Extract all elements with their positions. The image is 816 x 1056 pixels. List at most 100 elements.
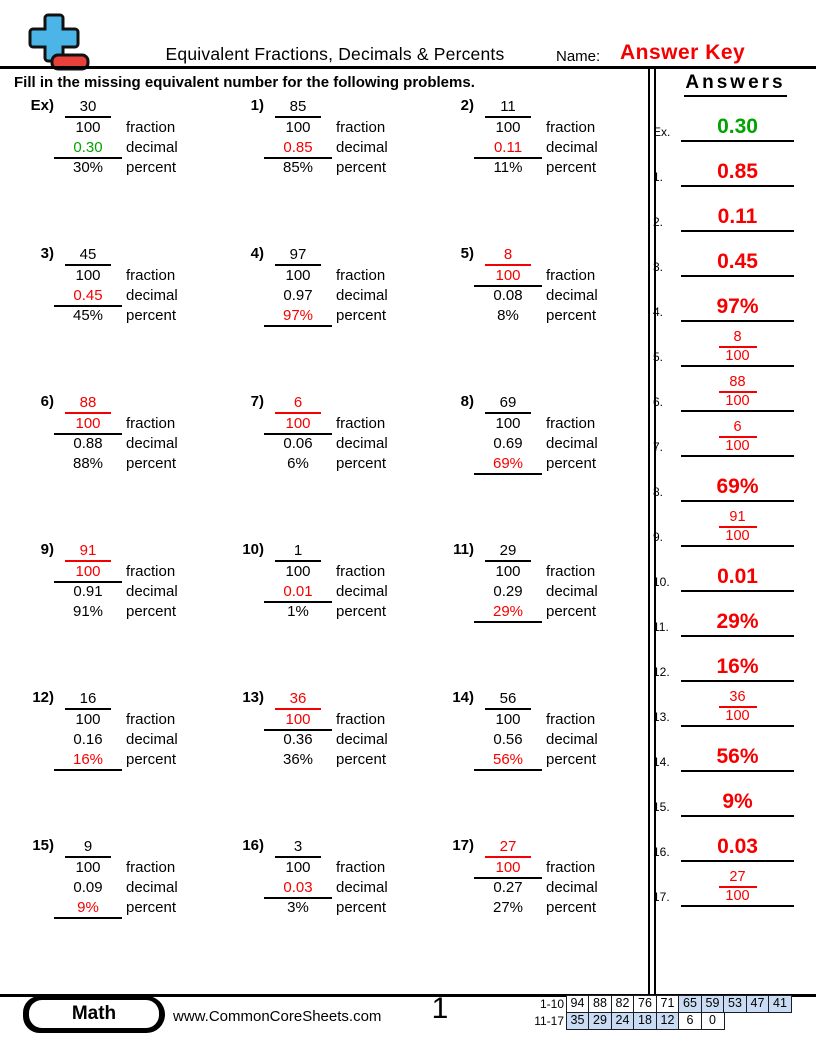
problem-row-labels: fraction decimal percent [546, 118, 598, 178]
percent-value: 30% [72, 159, 104, 176]
problem-values: 3 100 0.03 3% [264, 837, 332, 918]
fraction-denominator: 100 [474, 858, 542, 879]
percent-label: percent [546, 159, 597, 176]
decimal-value: 0.85 [264, 138, 332, 159]
decimal-label: decimal [546, 435, 598, 452]
decimal-label: decimal [126, 139, 178, 156]
fraction-bar [485, 856, 531, 858]
fraction-label: fraction [336, 119, 386, 136]
problem-number: 5) [460, 245, 474, 262]
percent-value: 85% [282, 159, 314, 176]
decimal-value: 0.30 [54, 138, 122, 159]
percent-label: percent [336, 899, 387, 916]
minus-icon [50, 53, 90, 71]
score-cell: 35 [565, 1011, 590, 1030]
answer-slot: 5. 8 100 [653, 323, 794, 367]
answer-fraction-numerator: 8 [733, 329, 742, 345]
footer-divider [0, 994, 816, 997]
decimal-label: decimal [336, 731, 388, 748]
answer-slot: 3. 0.45 [653, 233, 794, 277]
answer-fraction-bar [718, 436, 757, 438]
fraction-numerator: 9 [83, 838, 93, 855]
answer-value: 0.45 [717, 250, 758, 273]
answer-value: 0.30 [717, 115, 758, 138]
fraction-bar [65, 708, 111, 710]
answer-number: 15. [653, 800, 670, 814]
problem: 13) 36 100 0.36 36% fraction decimal percent [222, 689, 427, 777]
fraction-label: fraction [126, 859, 176, 876]
problem-number: 7) [250, 393, 264, 410]
answer-slot: 1. 0.85 [653, 143, 794, 187]
answer-value: 97% [716, 295, 759, 318]
decimal-label: decimal [336, 287, 388, 304]
percent-label: percent [126, 159, 177, 176]
problem-row-labels: fraction decimal percent [336, 710, 388, 770]
problem-row-labels: fraction decimal percent [126, 710, 178, 770]
problem-number: 3) [40, 245, 54, 262]
answer-value: 69% [716, 475, 759, 498]
fraction-label: fraction [336, 711, 386, 728]
answer-slot: 8. 69% [653, 458, 794, 502]
answer-fraction-numerator: 91 [729, 509, 746, 525]
answer-slot: 2. 0.11 [653, 188, 794, 232]
decimal-value: 0.69 [493, 435, 523, 452]
percent-label: percent [336, 307, 387, 324]
fraction-label: fraction [546, 415, 596, 432]
score-row-label: 11-17 [534, 1013, 564, 1028]
answers-panel-header: Answers [658, 72, 813, 97]
fraction-label: fraction [126, 563, 176, 580]
decimal-value: 0.01 [264, 582, 332, 603]
problem: 2) 11 100 0.11 11% fraction decimal percent [432, 97, 637, 185]
score-cell: 18 [633, 1011, 657, 1030]
problem-row-labels: fraction decimal percent [336, 118, 388, 178]
decimal-label: decimal [546, 139, 598, 156]
commoncoresheets-logo-icon [20, 12, 92, 77]
problem: 1) 85 100 0.85 85% fraction decimal percent [222, 97, 427, 185]
problem-values: 85 100 0.85 85% [264, 97, 332, 178]
decimal-value: 0.16 [73, 731, 103, 748]
instruction-text: Fill in the missing equivalent number fo… [14, 74, 475, 91]
fraction-denominator: 100 [285, 859, 311, 876]
percent-label: percent [126, 603, 177, 620]
fraction-bar [485, 264, 531, 266]
problem-values: 30 100 0.30 30% [54, 97, 122, 178]
percent-label: percent [126, 307, 177, 324]
score-cell: 24 [610, 1011, 635, 1030]
problem-number: 10) [242, 541, 264, 558]
problem-row-labels: fraction decimal percent [546, 266, 598, 326]
problem-values: 29 100 0.29 29% [474, 541, 542, 623]
percent-value: 16% [54, 750, 122, 771]
fraction-numerator: 88 [79, 394, 97, 411]
answer-fraction-numerator: 27 [729, 869, 746, 885]
fraction-denominator: 100 [495, 415, 521, 432]
fraction-bar [65, 264, 111, 266]
problem-number: 11) [453, 541, 474, 558]
fraction-numerator: 56 [499, 690, 517, 707]
decimal-label: decimal [126, 583, 178, 600]
fraction-bar [65, 856, 111, 858]
problem-number: 13) [242, 689, 264, 706]
answer-fraction-numerator: 36 [729, 689, 746, 705]
percent-label: percent [546, 603, 597, 620]
answer-slot: 10. 0.01 [653, 548, 794, 592]
problem: 4) 97 100 0.97 97% fraction decimal percent [222, 245, 427, 333]
answer-fraction-denominator: 100 [725, 393, 750, 409]
answer-number: 7. [653, 440, 664, 454]
problem-row-labels: fraction decimal percent [126, 414, 178, 474]
answer-number: 14. [653, 755, 670, 769]
fraction-bar [275, 412, 321, 414]
answer-fraction: 91 100 [718, 509, 757, 544]
fraction-bar [65, 116, 111, 118]
decimal-label: decimal [546, 583, 598, 600]
fraction-numerator: 1 [293, 542, 303, 559]
fraction-numerator: 27 [499, 838, 517, 855]
percent-label: percent [546, 899, 597, 916]
problem-values: 1 100 0.01 1% [264, 541, 332, 622]
percent-value: 9% [54, 898, 122, 919]
answer-number: 10. [653, 575, 670, 589]
score-row: 1-10 94 88 82 76 71 65 59 53 47 41 [531, 995, 792, 1013]
percent-label: percent [336, 455, 387, 472]
percent-value: 11% [493, 159, 523, 176]
problem: 9) 91 100 0.91 91% fraction decimal percent [12, 541, 217, 629]
answer-number: 8. [653, 485, 664, 499]
